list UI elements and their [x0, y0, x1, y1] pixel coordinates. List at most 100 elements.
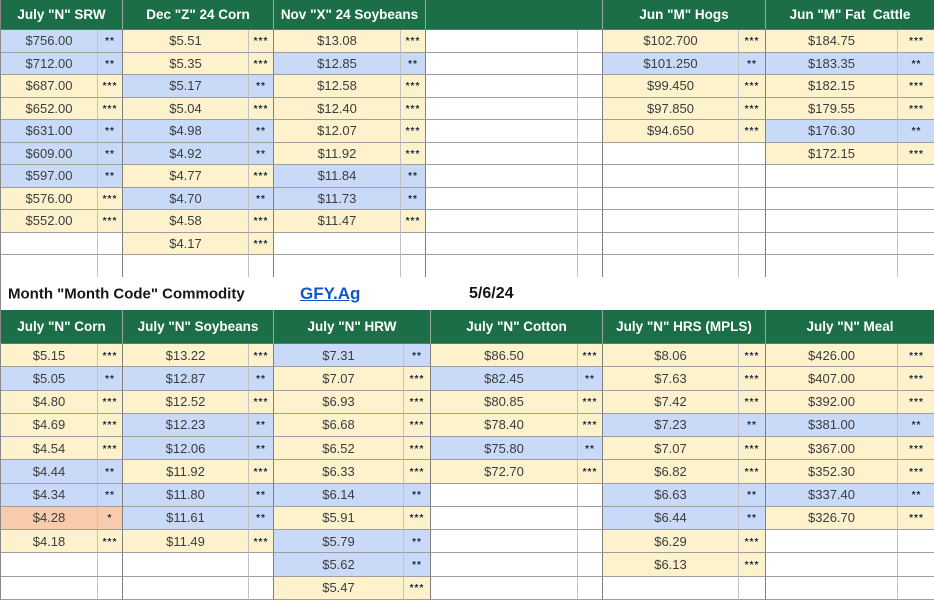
empty-stars-cell[interactable]	[898, 255, 934, 278]
stars-cell[interactable]: **	[249, 187, 274, 210]
empty-cell[interactable]	[766, 165, 898, 188]
price-cell[interactable]: $609.00	[1, 142, 98, 165]
stars-cell[interactable]: **	[401, 165, 426, 188]
stars-cell[interactable]: **	[401, 52, 426, 75]
price-cell[interactable]: $652.00	[1, 97, 98, 120]
stars-cell[interactable]: **	[404, 344, 431, 368]
price-cell[interactable]: $13.22	[123, 344, 249, 368]
price-cell[interactable]: $11.92	[123, 460, 249, 484]
price-cell[interactable]: $5.05	[1, 367, 98, 391]
price-cell[interactable]: $5.47	[274, 576, 404, 600]
price-cell[interactable]: $97.850	[603, 97, 739, 120]
price-cell[interactable]: $11.61	[123, 506, 249, 531]
stars-cell[interactable]: ***	[98, 97, 123, 120]
stars-cell[interactable]: ***	[578, 413, 603, 438]
price-cell[interactable]: $7.23	[603, 413, 739, 438]
stars-cell[interactable]: ***	[898, 344, 934, 368]
price-cell[interactable]: $12.87	[123, 367, 249, 391]
stars-cell[interactable]: **	[249, 142, 274, 165]
empty-cell[interactable]	[766, 553, 898, 577]
price-cell[interactable]: $5.15	[1, 344, 98, 368]
price-cell[interactable]: $7.07	[603, 437, 739, 461]
price-cell[interactable]: $72.70	[431, 460, 578, 484]
price-cell[interactable]: $12.58	[274, 75, 401, 98]
price-cell[interactable]: $4.18	[1, 530, 98, 554]
stars-cell[interactable]: **	[249, 75, 274, 98]
empty-stars-cell[interactable]	[578, 120, 603, 143]
price-cell[interactable]: $4.44	[1, 460, 98, 484]
stars-cell[interactable]: **	[249, 367, 274, 391]
empty-cell[interactable]	[603, 142, 739, 165]
stars-cell[interactable]: ***	[401, 120, 426, 143]
price-cell[interactable]: $4.92	[123, 142, 249, 165]
empty-cell[interactable]	[431, 553, 578, 577]
stars-cell[interactable]: *	[98, 506, 123, 531]
price-cell[interactable]: $352.30	[766, 460, 898, 484]
price-cell[interactable]: $11.92	[274, 142, 401, 165]
empty-stars-cell[interactable]	[578, 530, 603, 554]
price-cell[interactable]: $367.00	[766, 437, 898, 461]
empty-stars-cell[interactable]	[898, 210, 934, 233]
stars-cell[interactable]: ***	[249, 210, 274, 233]
price-cell[interactable]: $6.52	[274, 437, 404, 461]
stars-cell[interactable]: **	[249, 483, 274, 507]
stars-cell[interactable]: ***	[401, 210, 426, 233]
stars-cell[interactable]: ***	[404, 506, 431, 531]
stars-cell[interactable]: **	[98, 52, 123, 75]
price-cell[interactable]: $4.54	[1, 437, 98, 461]
empty-cell[interactable]	[431, 530, 578, 554]
empty-cell[interactable]	[426, 97, 578, 120]
stars-cell[interactable]: ***	[404, 460, 431, 484]
stars-cell[interactable]: ***	[898, 506, 934, 531]
empty-cell[interactable]	[431, 483, 578, 507]
price-cell[interactable]: $11.73	[274, 187, 401, 210]
price-cell[interactable]: $78.40	[431, 413, 578, 438]
price-cell[interactable]: $687.00	[1, 75, 98, 98]
price-cell[interactable]: $5.17	[123, 75, 249, 98]
empty-stars-cell[interactable]	[249, 576, 274, 600]
empty-stars-cell[interactable]	[98, 576, 123, 600]
price-cell[interactable]: $4.58	[123, 210, 249, 233]
stars-cell[interactable]: ***	[401, 75, 426, 98]
price-cell[interactable]: $712.00	[1, 52, 98, 75]
empty-cell[interactable]	[603, 165, 739, 188]
stars-cell[interactable]: ***	[739, 437, 766, 461]
price-cell[interactable]: $8.06	[603, 344, 739, 368]
stars-cell[interactable]: ***	[249, 530, 274, 554]
empty-stars-cell[interactable]	[898, 165, 934, 188]
stars-cell[interactable]: **	[249, 437, 274, 461]
empty-cell[interactable]	[426, 255, 578, 278]
price-cell[interactable]: $182.15	[766, 75, 898, 98]
price-cell[interactable]: $337.40	[766, 483, 898, 507]
stars-cell[interactable]: ***	[739, 120, 766, 143]
price-cell[interactable]: $5.51	[123, 30, 249, 53]
price-cell[interactable]: $82.45	[431, 367, 578, 391]
stars-cell[interactable]: ***	[98, 390, 123, 414]
stars-cell[interactable]: **	[578, 437, 603, 461]
stars-cell[interactable]: **	[898, 413, 934, 438]
price-cell[interactable]: $12.85	[274, 52, 401, 75]
empty-cell[interactable]	[426, 52, 578, 75]
empty-stars-cell[interactable]	[898, 232, 934, 255]
empty-stars-cell[interactable]	[898, 530, 934, 554]
price-cell[interactable]: $4.80	[1, 390, 98, 414]
empty-stars-cell[interactable]	[578, 210, 603, 233]
stars-cell[interactable]: **	[98, 142, 123, 165]
price-cell[interactable]: $5.91	[274, 506, 404, 531]
empty-cell[interactable]	[766, 576, 898, 600]
price-cell[interactable]: $86.50	[431, 344, 578, 368]
price-cell[interactable]: $11.84	[274, 165, 401, 188]
stars-cell[interactable]: ***	[739, 390, 766, 414]
stars-cell[interactable]: ***	[98, 344, 123, 368]
stars-cell[interactable]: ***	[98, 437, 123, 461]
stars-cell[interactable]: ***	[578, 390, 603, 414]
price-cell[interactable]: $4.34	[1, 483, 98, 507]
empty-stars-cell[interactable]	[578, 30, 603, 53]
empty-stars-cell[interactable]	[249, 255, 274, 278]
stars-cell[interactable]: ***	[898, 30, 934, 53]
price-cell[interactable]: $7.07	[274, 367, 404, 391]
stars-cell[interactable]: **	[249, 413, 274, 438]
empty-stars-cell[interactable]	[98, 232, 123, 255]
price-cell[interactable]: $6.14	[274, 483, 404, 507]
price-cell[interactable]: $5.35	[123, 52, 249, 75]
